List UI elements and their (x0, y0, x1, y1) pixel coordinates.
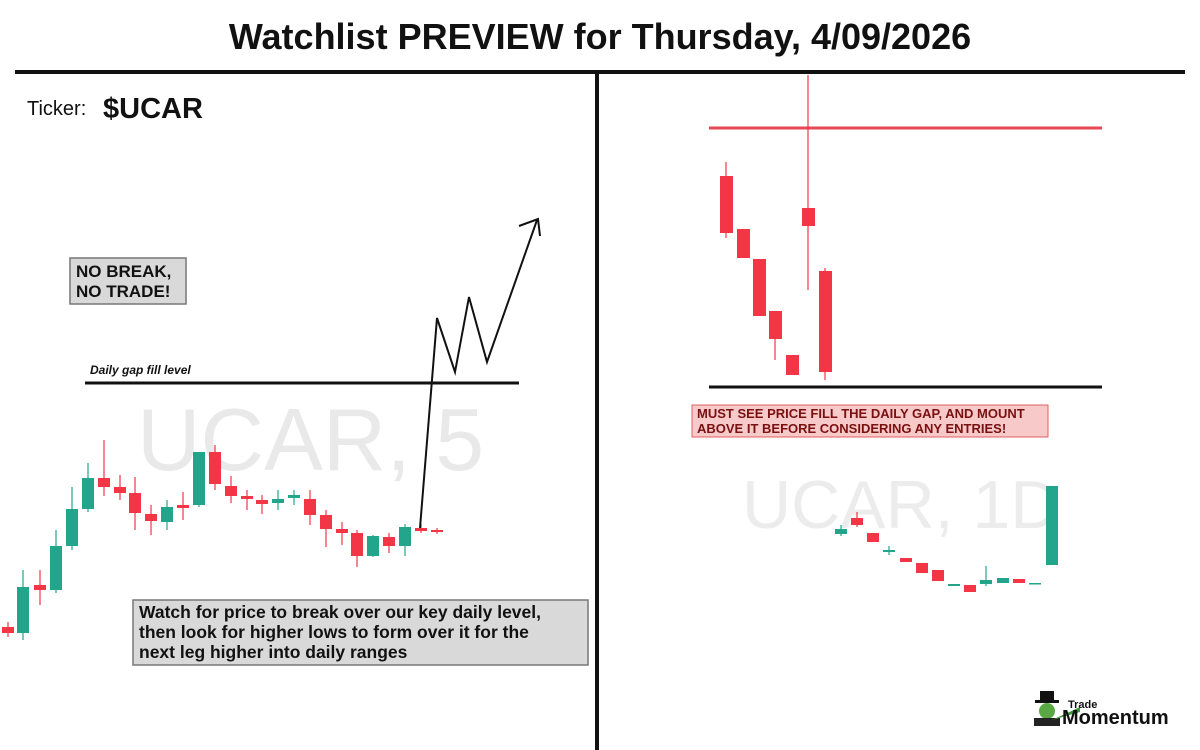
callout: NO BREAK, NO TRADE! (76, 262, 171, 302)
note-line: then look for higher lows to form over i… (139, 622, 529, 642)
note: Watch for price to break over our key da… (139, 602, 541, 662)
ticker: $UCAR (103, 93, 203, 125)
callout-box (69, 257, 187, 305)
warning-line: ABOVE IT BEFORE CONSIDERING ANY ENTRIES! (697, 421, 1007, 436)
projection-arrow (419, 219, 538, 529)
arrow-head (518, 217, 541, 237)
ticker-label: Ticker: (27, 98, 87, 120)
warning-box (691, 404, 1049, 438)
warning: MUST SEE PRICE FILL THE DAILY GAP, AND M… (697, 406, 1025, 436)
logo-icon (1034, 691, 1080, 726)
level-label: Daily gap fill level (90, 363, 191, 377)
watermark: UCAR, 1D (742, 467, 1059, 543)
callout-line: NO BREAK, (76, 262, 172, 281)
callout-line: NO TRADE! (76, 282, 171, 301)
note-box (132, 599, 589, 666)
note-line: Watch for price to break over our key da… (139, 602, 541, 622)
logo-text: Momentum (1062, 707, 1169, 729)
logo-small: Trade (1068, 699, 1098, 711)
note-line: next leg higher into daily ranges (139, 642, 408, 662)
candles (2, 75, 1058, 640)
watermark: UCAR, 5 (137, 390, 484, 489)
page-title: Watchlist PREVIEW for Thursday, 4/09/202… (228, 16, 972, 57)
warning-line: MUST SEE PRICE FILL THE DAILY GAP, AND M… (697, 406, 1025, 421)
